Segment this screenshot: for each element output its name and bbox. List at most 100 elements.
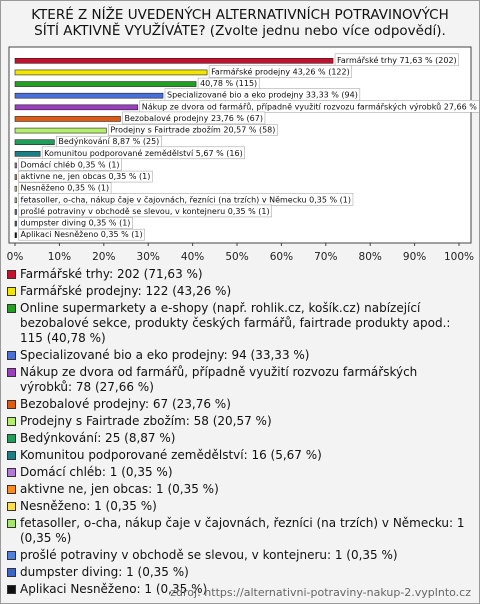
bar-label-box — [18, 170, 153, 183]
bar-label-box — [18, 228, 145, 241]
bar-label-box — [108, 124, 278, 136]
legend-item: Nesněženo: 1 (0,35 %) — [7, 499, 473, 514]
x-tick-label: 60% — [270, 251, 293, 263]
legend-text: Nesněženo: 1 (0,35 %) — [20, 499, 157, 513]
bar-label: 40,78 % (115) — [200, 79, 257, 88]
source: zdroj: https://alternativni-potraviny-na… — [170, 586, 471, 599]
x-tick-label: 0% — [7, 251, 24, 263]
bar-label: fetasoller, o-cha, nákup čaje v čajovnác… — [21, 194, 351, 204]
title-line: SÍTÍ AKTIVNĚ VYUŽÍVÁTE? (Zvolte jednu ne… — [34, 23, 446, 39]
bar-label: Bedýnkování 8,87 % (25) — [58, 137, 159, 146]
bar-label: dumpster diving 0,35 % (1) — [21, 219, 131, 228]
bar — [14, 92, 164, 99]
legend-item: Specializované bio a eko prodejny: 94 (3… — [7, 348, 473, 363]
legend-text: Farmářské prodejny: 122 (43,26 %) — [20, 284, 232, 298]
bar-label: Nákup ze dvora od farmářů, případně využ… — [142, 101, 479, 111]
legend-swatch — [7, 400, 16, 409]
legend-swatch — [7, 304, 16, 313]
bar-label: Prodejny s Fairtrade zbožím 20,57 % (58) — [110, 126, 275, 135]
bar — [14, 151, 41, 157]
legend-text: Bedýnkování: 25 (8,87 %) — [20, 431, 176, 445]
legend-item: Komunitou podporované zemědělství: 16 (5… — [7, 448, 473, 463]
x-tick-label: 10% — [48, 251, 71, 263]
legend-swatch — [7, 270, 16, 279]
bar-label: Bezobalové prodejny 23,76 % (67) — [124, 113, 262, 123]
x-tick-label: 90% — [403, 251, 426, 263]
legend-item: Prodejny s Fairtrade zbožím: 58 (20,57 %… — [7, 414, 473, 429]
bar — [14, 69, 208, 76]
x-tick-label: 50% — [225, 251, 248, 263]
bar — [14, 232, 17, 238]
legend-swatch — [7, 351, 16, 360]
legend-swatch — [7, 551, 16, 560]
legend-swatch — [7, 417, 16, 426]
legend-text: Domácí chléb: 1 (0,35 %) — [20, 465, 173, 479]
legend-swatch — [7, 485, 16, 494]
bar-label-box — [208, 65, 352, 78]
bar-label: Komunitou podporované zemědělství 5,67 %… — [44, 148, 243, 158]
legend-swatch — [7, 568, 16, 577]
legend-item: Domácí chléb: 1 (0,35 %) — [7, 465, 473, 480]
legend-item: Farmářské prodejny: 122 (43,26 %) — [7, 284, 473, 299]
bar-label: aktivne ne, jen obcas 0,35 % (1) — [21, 172, 151, 181]
bar — [14, 116, 121, 122]
x-tick-label: 100% — [444, 251, 474, 263]
legend-text: Aplikaci Nesněženo: 1 (0,35 %) — [20, 582, 208, 596]
legend-item: Aplikaci Nesněženo: 1 (0,35 %) — [7, 582, 473, 597]
bar — [14, 209, 17, 215]
x-tick-label: 80% — [359, 251, 382, 263]
legend-text: Prodejny s Fairtrade zbožím: 58 (20,57 %… — [20, 414, 272, 428]
bar-label-box — [18, 204, 272, 218]
legend-swatch — [7, 519, 16, 528]
legend-text: Farmářské trhy: 202 (71,63 %) — [20, 267, 203, 281]
legend-text: Specializované bio a eko prodejny: 94 (3… — [20, 348, 310, 362]
bar-label: Aplikaci Nesněženo 0,35 % (1) — [21, 230, 143, 239]
legend-swatch — [7, 468, 16, 477]
bar — [14, 104, 139, 111]
bar-label: prošlé potraviny v obchodě se slevou, v … — [21, 206, 270, 216]
bar — [14, 185, 17, 192]
chart: 0% 10% 20% 30% 40% 50% 60% 70% 80% 90% 100% Farmářs… — [7, 46, 479, 263]
bar-label-box — [139, 100, 479, 113]
bar — [14, 162, 17, 169]
legend-item: prošlé potraviny v obchodě se slevou, v … — [7, 548, 473, 563]
chart-title: KTERÉ Z NÍŽE UVEDENÝCH ALTERNATIVNÍCH PO… — [1, 7, 479, 39]
legend-swatch — [7, 585, 16, 594]
bar — [14, 174, 17, 180]
legend-text: dumpster diving: 1 (0,35 %) — [20, 565, 189, 579]
title-line: KTERÉ Z NÍŽE UVEDENÝCH ALTERNATIVNÍCH PO… — [31, 7, 449, 23]
legend-swatch — [7, 502, 16, 511]
legend-text: Bezobalové prodejny: 67 (23,76 %) — [20, 397, 231, 411]
bar-label: Farmářské prodejny 43,26 % (122) — [211, 66, 350, 76]
legend: Farmářské trhy: 202 (71,63 %) Farmářské p… — [7, 267, 473, 599]
legend-text: aktivne ne, jen obcas: 1 (0,35 %) — [20, 482, 219, 496]
legend-item: Bedýnkování: 25 (8,87 %) — [7, 431, 473, 446]
bar-label: Specializované bio a eko prodejny 33,33 … — [167, 90, 358, 100]
legend-item: aktivne ne, jen obcas: 1 (0,35 %) — [7, 482, 473, 497]
bar — [14, 139, 55, 145]
bar-label-box — [18, 217, 133, 229]
x-tick-label: 20% — [92, 251, 115, 263]
legend-text: Komunitou podporované zemědělství: 16 (5… — [20, 448, 322, 462]
legend-text: Nákup ze dvora od farmářů, případně využ… — [20, 365, 418, 394]
bar-label: Farmářské trhy 71,63 % (202) — [337, 55, 457, 65]
legend-text: Online supermarkety a e-shopy (např. roh… — [20, 301, 451, 345]
bar — [14, 127, 107, 134]
bar — [14, 58, 334, 64]
bar-label-box — [18, 158, 122, 171]
bar — [14, 220, 17, 227]
bar-label-box — [122, 111, 266, 125]
legend-item: Farmářské trhy: 202 (71,63 %) — [7, 267, 473, 282]
x-tick-label: 70% — [314, 251, 337, 263]
legend-swatch — [7, 287, 16, 296]
bar-label: Domácí chléb 0,35 % (1) — [21, 159, 120, 169]
legend-text: fetasoller, o-cha, nákup čaje v čajovnác… — [20, 516, 465, 545]
bar-label-box — [41, 146, 245, 160]
legend-item: Bezobalové prodejny: 67 (23,76 %) — [7, 397, 473, 412]
legend-item: Nákup ze dvora od farmářů, případně využ… — [7, 365, 473, 395]
legend-swatch — [7, 451, 16, 460]
legend-text: prošlé potraviny v obchodě se slevou, v … — [20, 548, 398, 562]
legend-swatch — [7, 434, 16, 443]
legend-item: dumpster diving: 1 (0,35 %) — [7, 565, 473, 580]
